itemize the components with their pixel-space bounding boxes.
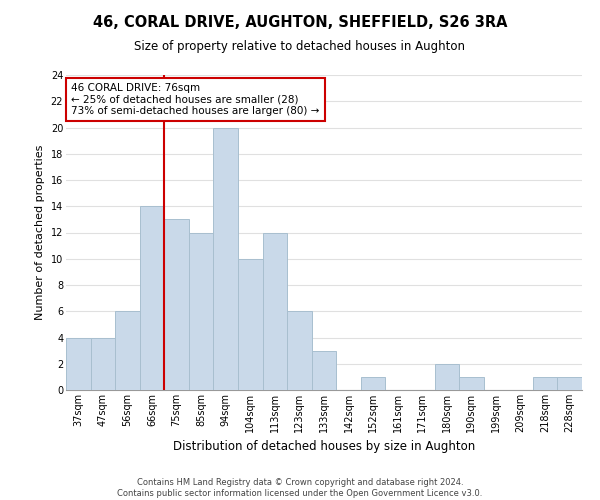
Bar (361, 377, 385, 390)
Y-axis label: Number of detached properties: Number of detached properties (35, 145, 45, 320)
Text: Contains HM Land Registry data © Crown copyright and database right 2024.
Contai: Contains HM Land Registry data © Crown c… (118, 478, 482, 498)
Bar (459, 377, 484, 390)
Bar (263, 232, 287, 390)
Bar (189, 232, 214, 390)
Bar (557, 377, 582, 390)
Bar (434, 364, 459, 390)
Bar (140, 206, 164, 390)
Text: 46 CORAL DRIVE: 76sqm
← 25% of detached houses are smaller (28)
73% of semi-deta: 46 CORAL DRIVE: 76sqm ← 25% of detached … (71, 83, 320, 116)
Text: Size of property relative to detached houses in Aughton: Size of property relative to detached ho… (134, 40, 466, 53)
Bar (115, 311, 140, 390)
Text: 46, CORAL DRIVE, AUGHTON, SHEFFIELD, S26 3RA: 46, CORAL DRIVE, AUGHTON, SHEFFIELD, S26… (93, 15, 507, 30)
X-axis label: Distribution of detached houses by size in Aughton: Distribution of detached houses by size … (173, 440, 475, 454)
Bar (91, 338, 115, 390)
Bar (287, 311, 312, 390)
Bar (312, 350, 336, 390)
Bar (66, 338, 91, 390)
Bar (214, 128, 238, 390)
Bar (164, 220, 189, 390)
Bar (533, 377, 557, 390)
Bar (238, 259, 263, 390)
